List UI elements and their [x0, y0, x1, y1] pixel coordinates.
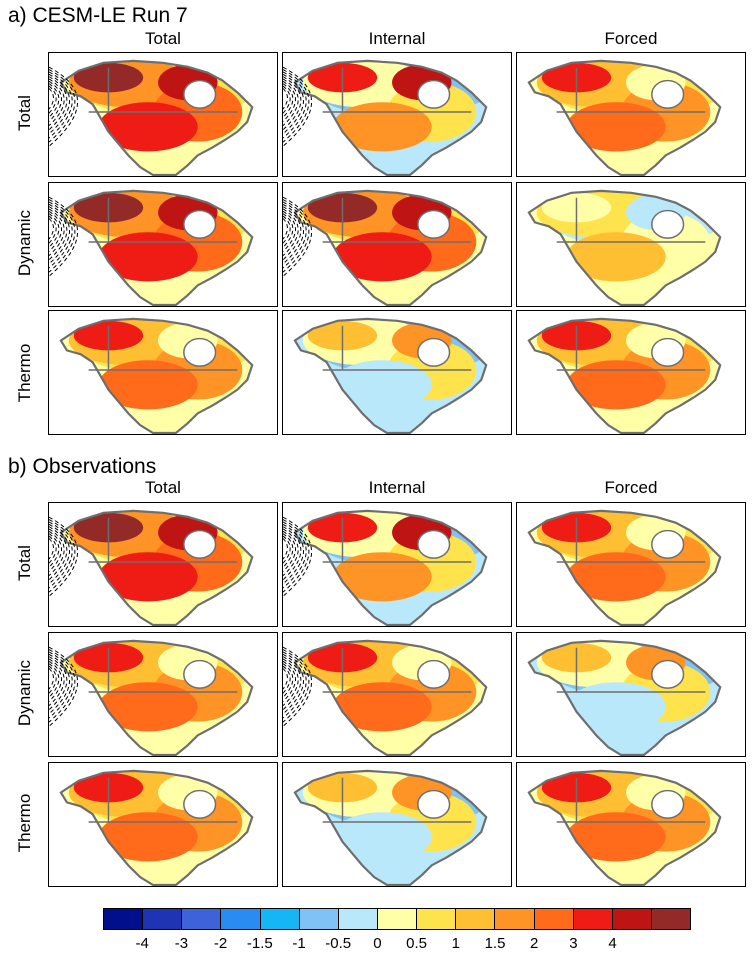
colorbar-tick-label: -1: [292, 935, 306, 952]
map-panel-total-b-internal: [282, 502, 512, 627]
colorbar-tick-label: 4: [608, 935, 617, 952]
colorbar-box-13: [612, 909, 652, 929]
colorbar-box-1: [143, 909, 183, 929]
colorbar-box-8: [417, 909, 457, 929]
colorbar: [103, 908, 691, 930]
map-panel-dynamic-a-total: [48, 182, 278, 307]
colorbar-box-4: [260, 909, 300, 929]
map-panel-dynamic-b-total: [48, 632, 278, 757]
colorbar-tick-label: -3: [174, 935, 189, 952]
col-header-internal-b: Internal: [368, 478, 426, 497]
colorbar-box-9: [456, 909, 496, 929]
colorbar-tick-label: -1.5: [246, 935, 273, 952]
colorbar-box-11: [534, 909, 574, 929]
map-panel-thermo-b-internal: [282, 762, 512, 887]
map-panel-total-a-internal: [282, 52, 512, 177]
map-panel-thermo-a-internal: [282, 310, 512, 435]
map-panel-total-a-total: [48, 52, 278, 177]
row-label-dynamic-a: Dynamic: [15, 209, 34, 277]
colorbar-box-12: [573, 909, 613, 929]
map-panel-thermo-a-forced: [516, 310, 746, 435]
colorbar-box-5: [299, 909, 339, 929]
col-header-total-a: Total: [145, 29, 181, 48]
map-panel-thermo-b-total: [48, 762, 278, 887]
row-label-thermo-b: Thermo: [15, 793, 34, 853]
colorbar-box-6: [338, 909, 378, 929]
map-panel-total-b-forced: [516, 502, 746, 627]
colorbar-box-10: [495, 909, 535, 929]
col-header-forced-a: Forced: [604, 29, 658, 48]
colorbar-box-0: [104, 909, 144, 929]
map-panel-dynamic-b-forced: [516, 632, 746, 757]
colorbar-tick-label: 3: [569, 935, 578, 952]
section-b-title: b) Observations: [8, 455, 157, 478]
map-panel-dynamic-b-internal: [282, 632, 512, 757]
colorbar-tick-label: 1: [451, 935, 460, 952]
map-panel-dynamic-a-forced: [516, 182, 746, 307]
colorbar-box-7: [377, 909, 418, 929]
colorbar-box-14: [651, 909, 691, 929]
colorbar-box-2: [182, 909, 222, 929]
row-label-thermo-a: Thermo: [15, 343, 34, 403]
colorbar-tick-label: -4: [135, 935, 149, 952]
colorbar-tick-label: -0.5: [325, 935, 352, 952]
colorbar-tick-label: 1.5: [484, 935, 506, 952]
row-label-total-b: Total: [15, 545, 34, 581]
colorbar-tick-label: -2: [213, 935, 228, 952]
col-header-forced-b: Forced: [604, 478, 658, 497]
col-header-total-b: Total: [145, 478, 181, 497]
map-panel-thermo-b-forced: [516, 762, 746, 887]
map-panel-total-a-forced: [516, 52, 746, 177]
map-panel-thermo-a-total: [48, 310, 278, 435]
colorbar-tick-label: 0: [373, 935, 382, 952]
col-header-internal-a: Internal: [368, 29, 426, 48]
colorbar-tick-label: 0.5: [406, 935, 428, 952]
row-label-dynamic-b: Dynamic: [15, 659, 34, 727]
section-a-title: a) CESM-LE Run 7: [8, 4, 188, 27]
colorbar-box-3: [221, 909, 261, 929]
map-panel-dynamic-a-internal: [282, 182, 512, 307]
map-panel-total-b-total: [48, 502, 278, 627]
colorbar-tick-label: 2: [530, 935, 539, 952]
row-label-total-a: Total: [15, 95, 34, 131]
